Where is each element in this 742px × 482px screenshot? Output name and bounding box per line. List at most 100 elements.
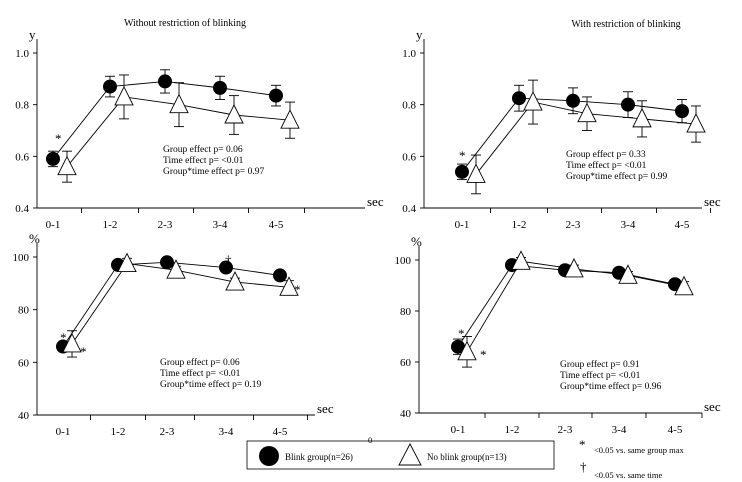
significance-mark: * xyxy=(294,282,301,297)
y-axis-label: y xyxy=(416,27,423,42)
x-tick-label: 0-1 xyxy=(455,219,470,231)
noblink-triangle-marker xyxy=(169,93,189,114)
blink-circle-marker xyxy=(675,104,689,119)
noblink-triangle-marker xyxy=(224,103,244,124)
legend-triangle-marker xyxy=(398,443,422,466)
noblink-triangle-marker xyxy=(280,109,300,129)
legend-small-mark: 0 xyxy=(368,435,372,445)
x-tick-label: 0-1 xyxy=(56,426,71,438)
stat-line: Time effect p= <0.01 xyxy=(160,368,241,379)
stat-line: Group effect p= 0.06 xyxy=(163,144,243,155)
x-tick-label: 3-4 xyxy=(612,424,627,436)
y-tick-label: 1.0 xyxy=(402,48,416,60)
noblink-triangle-marker xyxy=(225,271,245,291)
blink-circle-marker xyxy=(46,151,60,166)
x-tick-label: 3-4 xyxy=(213,219,228,231)
x-axis-label: sec xyxy=(317,401,334,416)
y-tick-label: 100 xyxy=(395,255,412,267)
chart-title: Without restriction of blinking xyxy=(124,18,246,29)
stat-line: Group effect p= 0.33 xyxy=(566,149,646,160)
x-tick-label: 1-2 xyxy=(512,219,527,231)
significance-mark: * xyxy=(480,347,487,362)
stat-line: Group*time effect p= 0.19 xyxy=(160,379,261,390)
stat-line: Group*time effect p= 0.96 xyxy=(560,381,661,392)
noblink-triangle-marker xyxy=(632,107,652,128)
x-tick-label: 1-2 xyxy=(103,219,118,231)
noblink-triangle-marker xyxy=(674,275,694,296)
x-axis-label: sec xyxy=(704,399,721,414)
y-tick-label: 0.4 xyxy=(402,203,416,215)
y-tick-label: 60 xyxy=(18,357,30,369)
y-tick-label: 40 xyxy=(400,408,412,420)
noblink-triangle-marker xyxy=(564,257,584,278)
x-axis-label: sec xyxy=(367,194,384,209)
chart-panel-3: % 40 60 80 100 0-1 1-2 2-3 3-4 4-5 sec * * † * Group ef… xyxy=(13,231,334,438)
x-tick-label: 0-1 xyxy=(451,424,466,436)
blink-circle-marker xyxy=(621,97,635,112)
noblink-triangle-marker xyxy=(523,91,543,111)
noblink-triangle-marker xyxy=(117,252,137,273)
y-axis-label: y xyxy=(29,27,36,42)
legend-noblink-label: No blink group(n=13) xyxy=(427,452,507,462)
chart-panel-4: % 40 60 80 100 0-1 1-2 2-3 3-4 4-5 sec * * Group effe… xyxy=(395,234,721,436)
noblink-triangle-marker xyxy=(577,102,597,123)
noblink-triangle-marker xyxy=(279,276,299,296)
x-tick-label: 2-3 xyxy=(160,426,175,438)
x-tick-label: 2-3 xyxy=(558,424,573,436)
significance-mark: * xyxy=(459,148,466,163)
blink-circle-marker xyxy=(219,260,233,275)
stat-line: Time effect p= <0.01 xyxy=(566,160,647,171)
x-tick-label: 1-2 xyxy=(505,424,520,436)
x-tick-label: 4-5 xyxy=(675,219,690,231)
significance-mark: * xyxy=(55,131,62,146)
significance-mark: † xyxy=(225,252,232,267)
legend: Blink group(n=26) No blink group(n=13) 0 xyxy=(246,435,555,470)
stat-line: Group effect p= 0.06 xyxy=(160,357,240,368)
x-tick-label: 4-5 xyxy=(668,424,683,436)
stat-line: Time effect p= <0.01 xyxy=(560,370,641,381)
note-dagger-text: <0.05 vs. same time xyxy=(594,470,663,480)
noblink-triangle-marker xyxy=(686,113,706,133)
noblink-triangle-marker xyxy=(466,163,486,183)
noblink-triangle-marker xyxy=(114,85,134,106)
noblink-triangle-marker xyxy=(166,259,186,279)
note-dagger-symbol: † xyxy=(580,459,587,474)
blink-circle-marker xyxy=(103,79,117,94)
y-tick-label: 60 xyxy=(400,357,412,369)
significance-notes: * <0.05 vs. same group max † <0.05 vs. s… xyxy=(579,437,685,480)
y-tick-label: 100 xyxy=(13,252,30,264)
blink-circle-marker xyxy=(213,80,227,95)
x-tick-label: 2-3 xyxy=(158,219,173,231)
noblink-triangle-marker xyxy=(57,155,77,176)
y-tick-label: 0.8 xyxy=(15,100,29,112)
chart-panel-1: Without restriction of blinking y 0.4 0.6 0.… xyxy=(15,18,384,231)
noblink-triangle-marker xyxy=(511,250,531,270)
x-tick-label: 2-3 xyxy=(566,219,581,231)
blink-circle-marker xyxy=(451,339,465,354)
stat-line: Group*time effect p= 0.97 xyxy=(163,166,264,177)
significance-mark: * xyxy=(80,344,87,359)
blink-circle-marker xyxy=(160,255,174,270)
x-tick-label: 3-4 xyxy=(219,426,234,438)
chart-panel-2: With restriction of blinking y 0.4 0.6 0.8 1.… xyxy=(402,19,721,231)
stat-line: Group*time effect p= 0.99 xyxy=(566,171,667,182)
y-tick-label: 40 xyxy=(18,410,30,422)
y-tick-label: 80 xyxy=(400,306,412,318)
blink-circle-marker xyxy=(158,74,172,89)
x-tick-label: 0-1 xyxy=(46,219,61,231)
blink-circle-marker xyxy=(512,91,526,106)
y-tick-label: 0.6 xyxy=(15,151,29,163)
significance-mark: * xyxy=(60,330,67,345)
y-tick-label: 0.6 xyxy=(402,151,416,163)
y-axis-label: % xyxy=(29,231,40,246)
blink-circle-marker xyxy=(455,164,469,179)
x-tick-label: 1-2 xyxy=(111,426,126,438)
legend-circle-marker xyxy=(259,446,279,466)
y-tick-label: 0.8 xyxy=(402,100,416,112)
y-tick-label: 0.4 xyxy=(15,203,29,215)
blink-circle-marker xyxy=(273,268,287,283)
noblink-triangle-marker xyxy=(618,264,638,284)
y-tick-label: 1.0 xyxy=(15,48,29,60)
note-asterisk-symbol: * xyxy=(579,437,586,452)
